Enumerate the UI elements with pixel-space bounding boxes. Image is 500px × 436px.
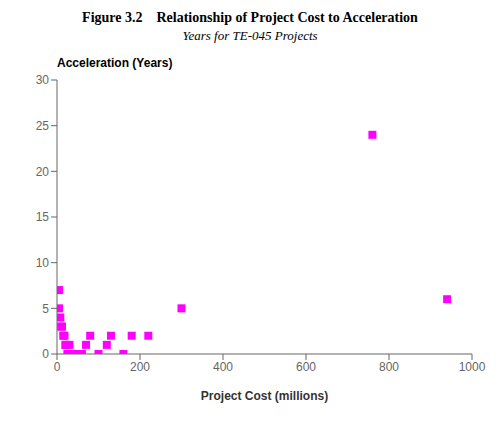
html-text:Years for TE-045 Projects: Years for TE-045 Projects: [182, 28, 318, 43]
html-text:Figure 3.2 Relationship of Pro: Figure 3.2 Relationship of Project Cost …: [82, 10, 418, 25]
svg-text:400: 400: [213, 360, 233, 374]
svg-text:1000: 1000: [459, 360, 486, 374]
svg-text:15: 15: [36, 210, 50, 224]
svg-text:5: 5: [42, 302, 49, 316]
svg-text:0: 0: [54, 360, 61, 374]
svg-text:Project Cost (millions): Project Cost (millions): [201, 389, 328, 403]
svg-text:800: 800: [379, 360, 399, 374]
svg-text:30: 30: [36, 73, 50, 87]
svg-text:25: 25: [36, 119, 50, 133]
html-text:Acceleration (Years): Acceleration (Years): [57, 56, 173, 70]
svg-text:0: 0: [42, 347, 49, 361]
svg-text:10: 10: [36, 256, 50, 270]
svg-text:200: 200: [130, 360, 150, 374]
svg-text:600: 600: [296, 360, 316, 374]
svg-text:20: 20: [36, 165, 50, 179]
